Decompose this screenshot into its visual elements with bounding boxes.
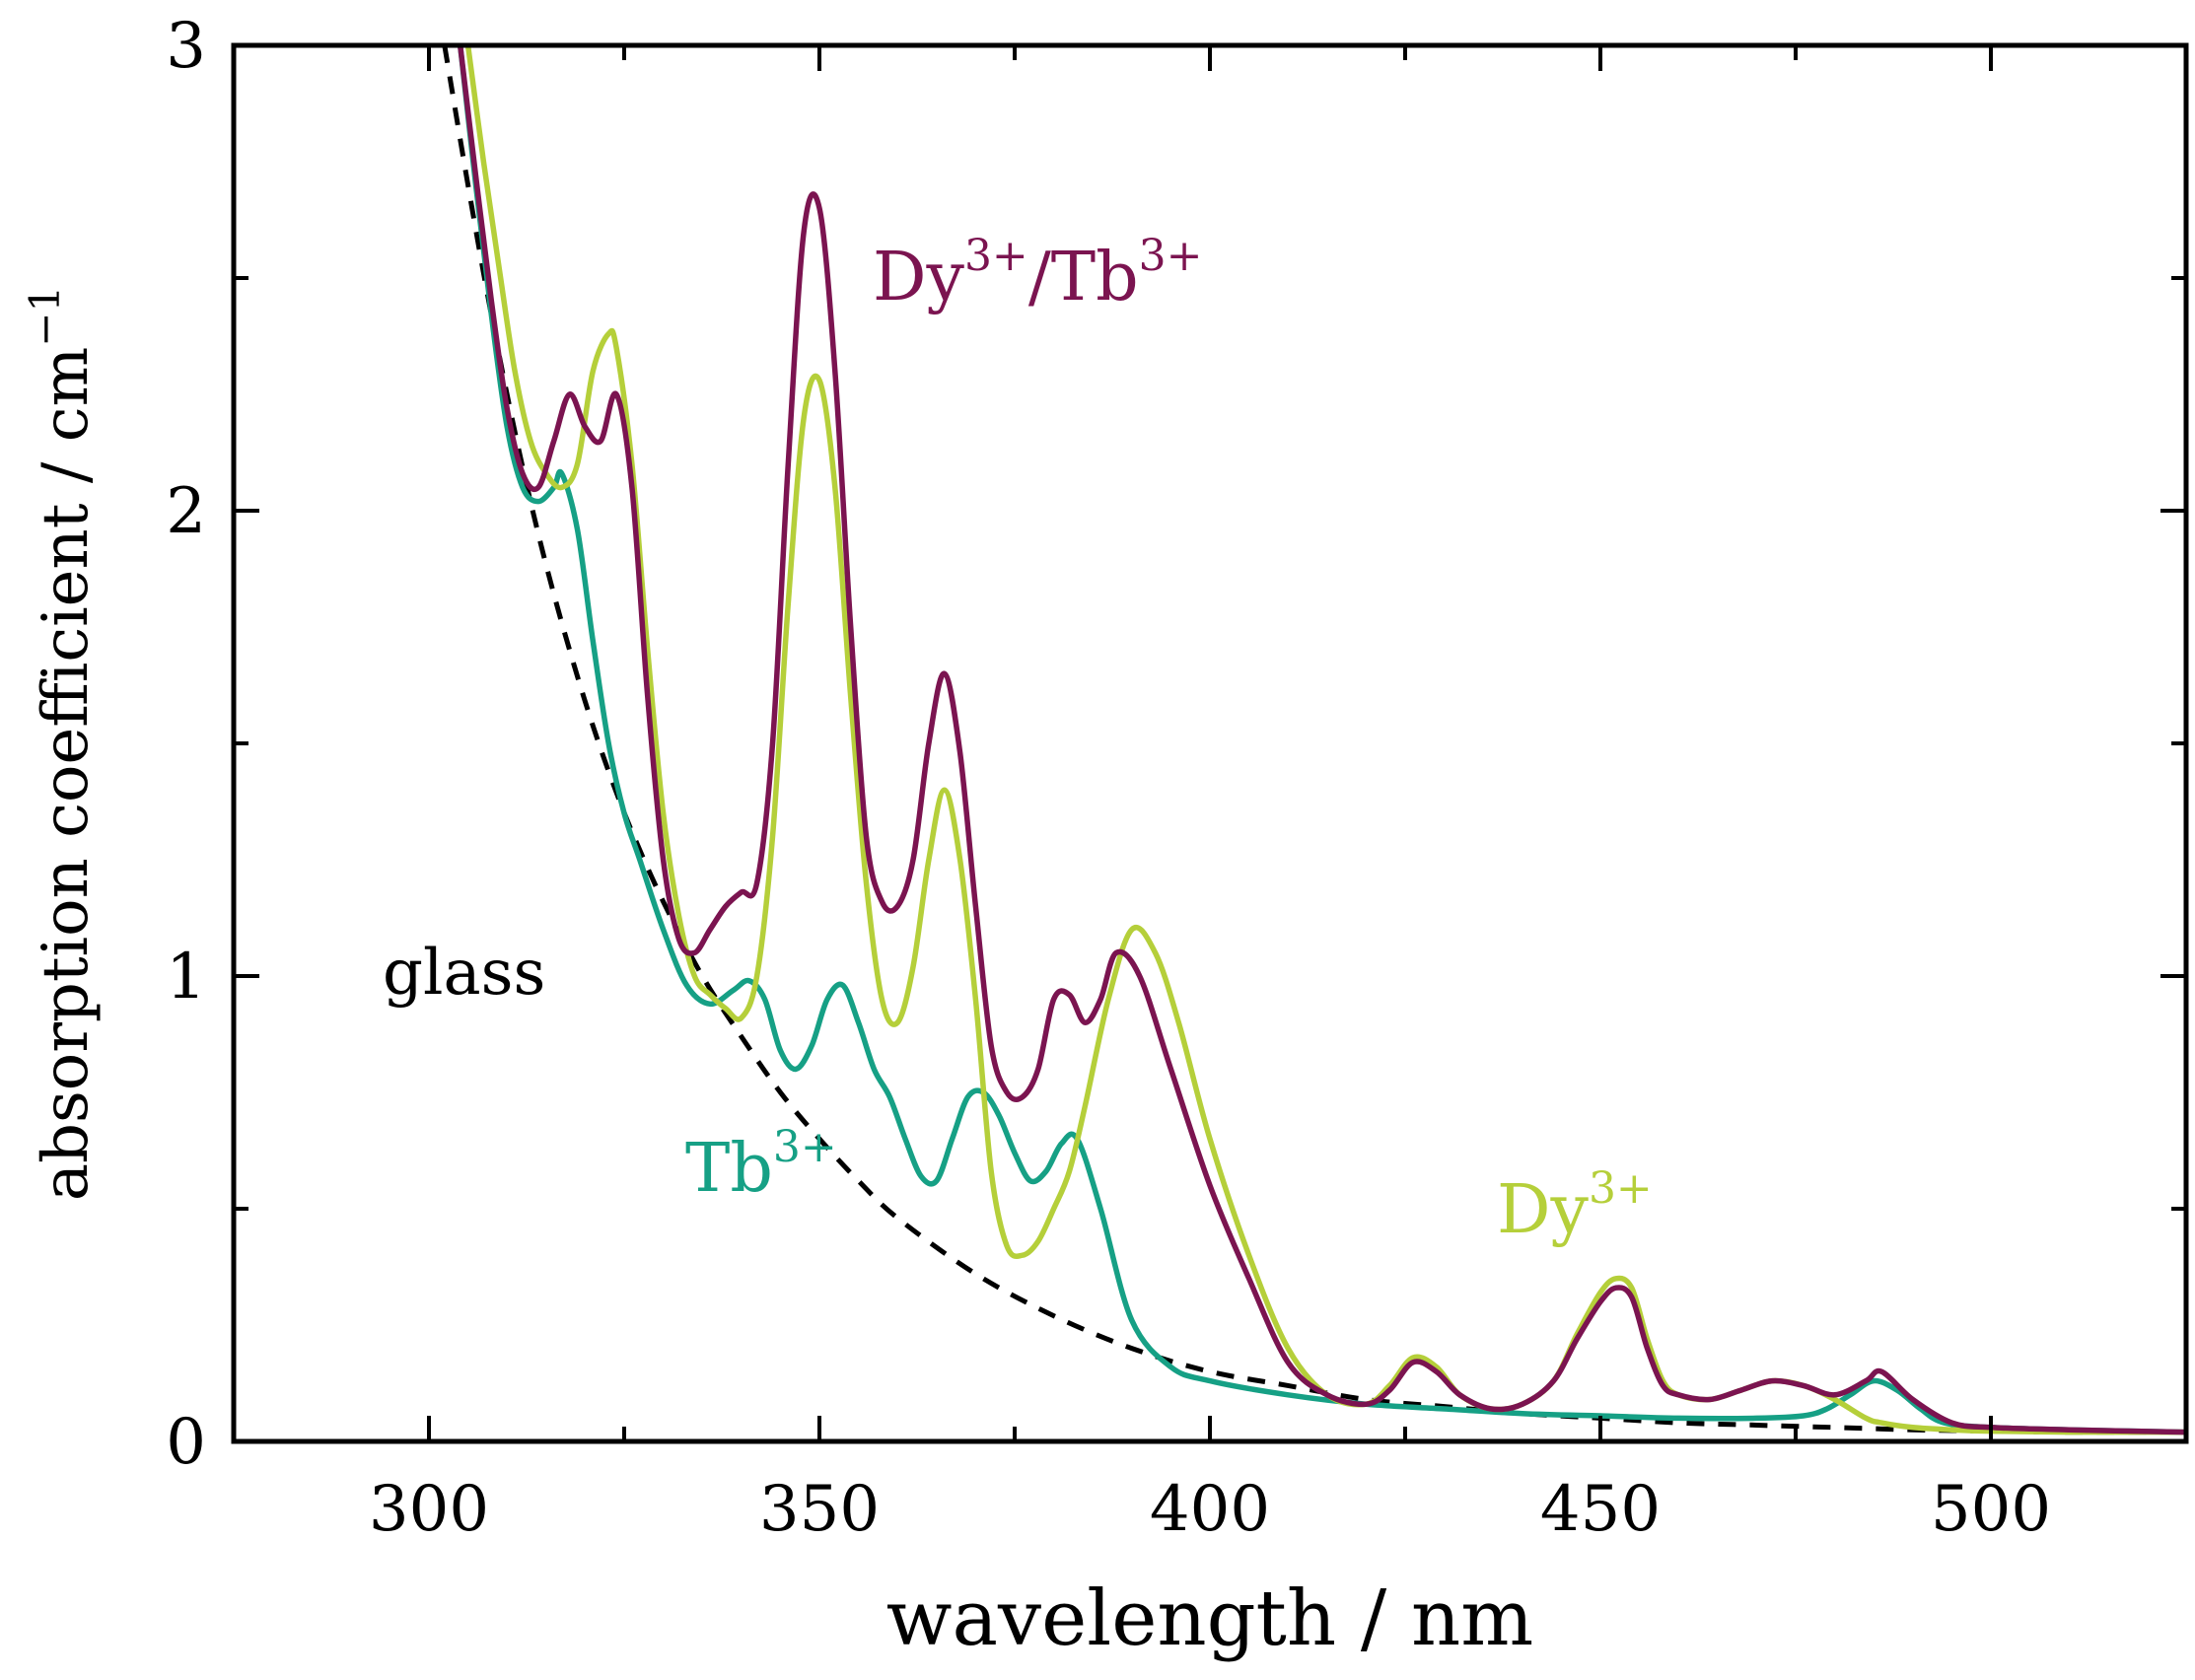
y-tick-label: 0	[166, 1406, 206, 1479]
series-label-glass: glass	[383, 937, 545, 1010]
x-tick-label: 300	[369, 1473, 489, 1546]
y-tick-label: 2	[166, 475, 206, 548]
ticks-layer: 300 350 400 450 500 0 1 2 3	[166, 10, 2186, 1546]
series-layer	[442, 45, 2186, 1435]
series-label-tb: Tb3+	[685, 1122, 837, 1208]
x-tick-label: 450	[1540, 1473, 1661, 1546]
series-line-dy3-	[464, 45, 2186, 1435]
series-label-dy-tb: Dy3+/Tb3+	[873, 231, 1202, 316]
x-axis-label: wavelength / nm	[886, 1575, 1533, 1663]
y-axis-label-superscript: −1	[21, 286, 69, 347]
y-axis-label: absorption coefficient / cm−1	[21, 286, 103, 1201]
series-line-glass	[442, 45, 2186, 1435]
series-label-dy: Dy3+	[1497, 1163, 1653, 1249]
series-line-tb3-	[457, 45, 2186, 1435]
x-tick-label: 500	[1931, 1473, 2051, 1546]
series-line-dy3-tb3-	[457, 45, 2186, 1435]
y-axis-label-text: absorption coefficient / cm	[30, 347, 103, 1201]
y-tick-label: 1	[166, 941, 206, 1014]
y-tick-label: 3	[166, 10, 206, 83]
x-tick-label: 350	[759, 1473, 880, 1546]
x-tick-label: 400	[1150, 1473, 1270, 1546]
